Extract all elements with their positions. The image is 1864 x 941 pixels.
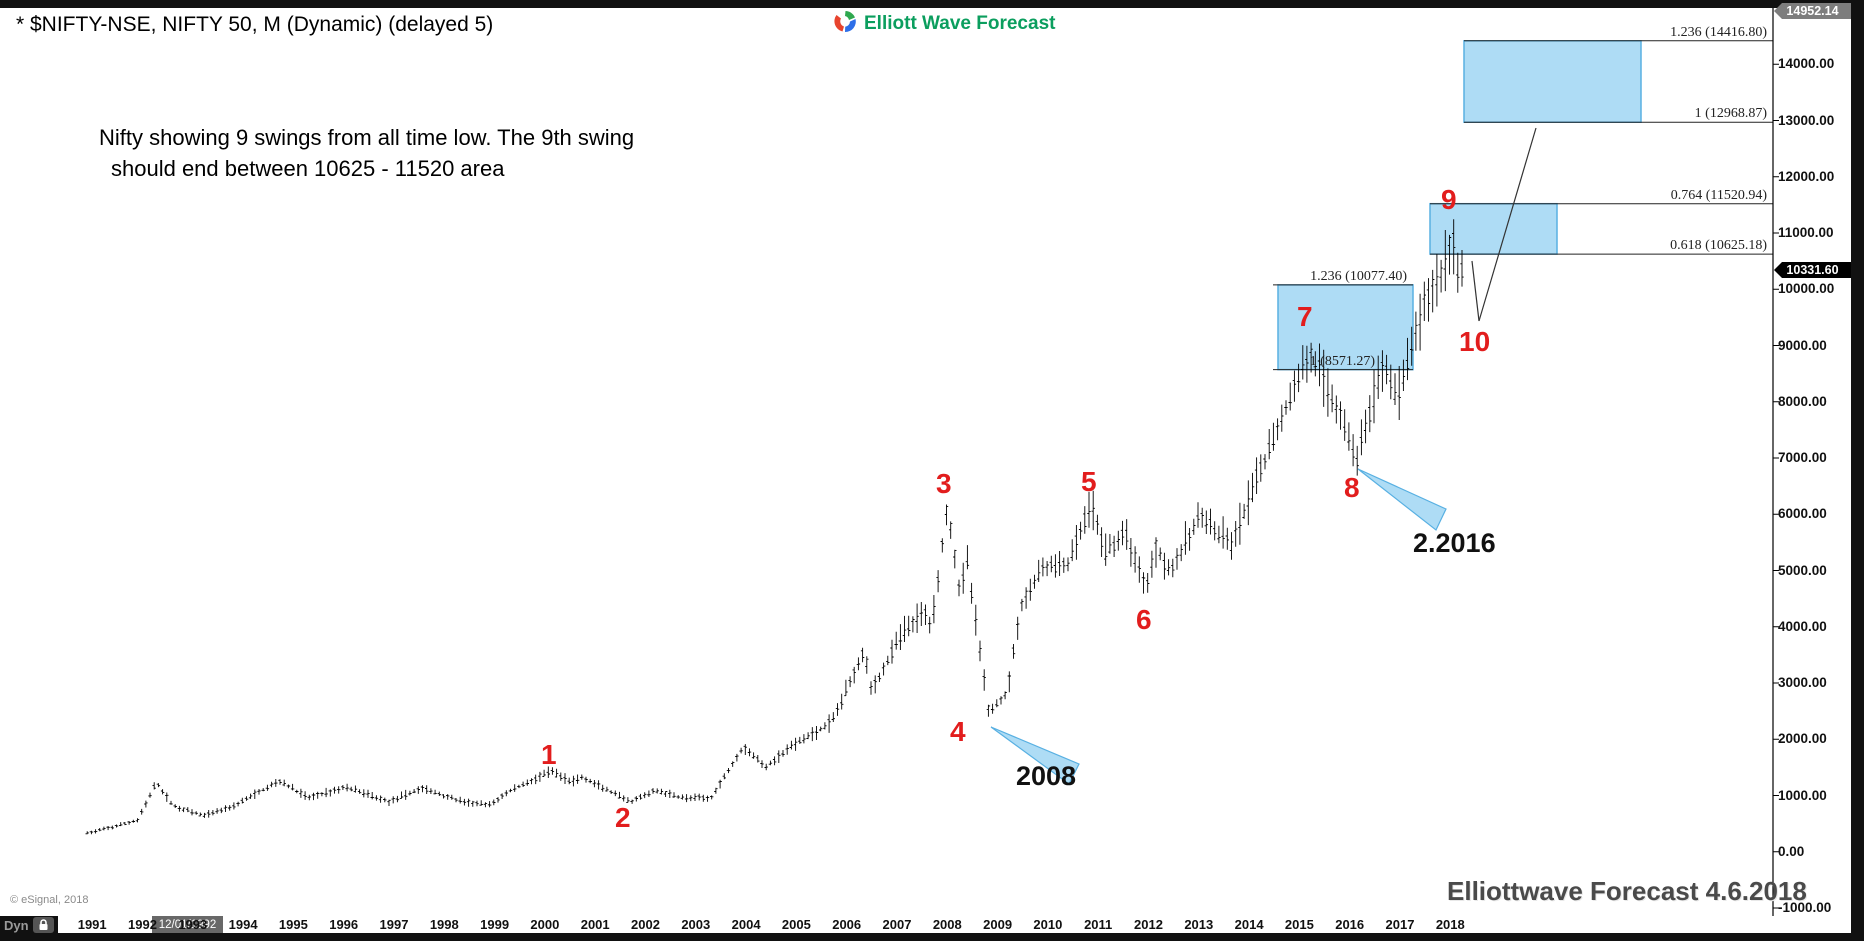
price-label-2000: 2000.00 (1778, 731, 1827, 747)
fib-label-2: 0.764 (11520.94) (1670, 187, 1767, 203)
swing-label-1: 1 (541, 739, 557, 770)
year-label-2017: 2017 (1385, 917, 1415, 932)
upper-target-box (1463, 40, 1642, 124)
event-label-2008: 2008 (1016, 761, 1077, 791)
symbol-title: * $NIFTY-NSE, NIFTY 50, M (Dynamic) (del… (16, 13, 494, 36)
price-label--1000: -1000.00 (1778, 900, 1832, 915)
year-label-2004: 2004 (731, 917, 761, 932)
year-label-2001: 2001 (580, 917, 610, 932)
price-label-10000: 10000.00 (1778, 281, 1835, 297)
annotation-line-1: Nifty showing 9 swings from all time low… (99, 125, 635, 150)
padlock-icon[interactable] (33, 917, 54, 938)
year-label-2012: 2012 (1134, 917, 1163, 932)
year-label-2014: 2014 (1234, 917, 1264, 932)
year-label-1993: 1993 (178, 917, 208, 932)
ohlc-bars (85, 219, 1464, 835)
elliott-wave-forecast-logo: Elliott Wave Forecast (833, 9, 1055, 39)
triangle-2016 (1357, 468, 1447, 531)
year-label-1998: 1998 (429, 917, 459, 932)
year-label-2008: 2008 (932, 917, 962, 932)
logo-swirl-icon (833, 9, 858, 39)
logo-text: Elliott Wave Forecast (864, 13, 1056, 34)
swing-label-4: 4 (950, 716, 966, 747)
year-label-2018: 2018 (1435, 917, 1465, 932)
year-label-2010: 2010 (1033, 917, 1063, 932)
price-label-5000: 5000.00 (1778, 562, 1827, 578)
swing-label-8: 8 (1344, 472, 1360, 503)
swing-label-6: 6 (1136, 604, 1152, 635)
price-label-9000: 9000.00 (1778, 337, 1827, 353)
year-label-2015: 2015 (1284, 917, 1314, 932)
window-right-bar (1851, 0, 1864, 941)
esignal-copyright: © eSignal, 2018 (10, 894, 89, 906)
decline-to-10 (1471, 260, 1480, 322)
year-label-1992: 1992 (128, 917, 157, 932)
price-label-7000: 7000.00 (1778, 450, 1827, 465)
year-label-1991: 1991 (77, 917, 107, 932)
year-label-2009: 2009 (983, 917, 1013, 932)
year-label-2000: 2000 (530, 917, 560, 932)
year-label-2011: 2011 (1084, 917, 1113, 932)
year-label-2002: 2002 (631, 917, 660, 932)
triangle-2008 (990, 726, 1080, 785)
analysis-annotation: Nifty showing 9 swings from all time low… (99, 122, 634, 184)
swing-label-9: 9 (1441, 184, 1457, 215)
price-label-0: 0.00 (1778, 843, 1805, 859)
swing-label-2: 2 (615, 802, 631, 833)
time-axis-strip[interactable] (0, 916, 1851, 933)
price-label-11000: 11000.00 (1778, 225, 1834, 240)
axis-high-badge: 14952.14 (1774, 3, 1851, 19)
swing-label-7: 7 (1297, 301, 1313, 332)
fib-label-1: 1 (12968.87) (1694, 106, 1767, 122)
price-label-1000: 1000.00 (1778, 787, 1827, 803)
dyn-mode-button[interactable]: Dyn (4, 918, 29, 933)
ninth-swing-box (1429, 202, 1558, 255)
fib-label-3: 0.618 (10625.18) (1670, 238, 1767, 254)
fib-label-0: 1.236 (14416.80) (1670, 24, 1767, 40)
price-label-3000: 3000.00 (1778, 675, 1827, 690)
rally-to-target (1478, 127, 1537, 322)
forecast-watermark: Elliottwave Forecast 4.6.2018 (1447, 876, 1807, 906)
year-label-2016: 2016 (1335, 917, 1365, 932)
window-bottom-bar (0, 933, 1864, 941)
price-label-13000: 13000.00 (1778, 112, 1835, 128)
event-label-2.2016: 2.2016 (1413, 528, 1496, 558)
date-cursor-box: 12/01/1992 (152, 916, 223, 933)
price-label-8000: 8000.00 (1778, 393, 1827, 409)
year-label-2005: 2005 (781, 917, 811, 932)
year-label-2013: 2013 (1184, 917, 1214, 932)
price-label-4000: 4000.00 (1778, 618, 1827, 634)
year-label-2006: 2006 (832, 917, 862, 932)
year-label-2003: 2003 (681, 917, 711, 932)
window-top-bar (0, 0, 1864, 8)
price-label-6000: 6000.00 (1778, 506, 1827, 522)
price-label-14000: 14000.00 (1778, 56, 1835, 72)
year-label-2007: 2007 (882, 917, 912, 932)
year-label-1997: 1997 (379, 917, 409, 932)
fib-label-5: 1 (8571.27) (1309, 353, 1375, 369)
year-label-1995: 1995 (278, 917, 308, 932)
year-label-1999: 1999 (480, 917, 510, 932)
swing-label-5: 5 (1081, 466, 1097, 497)
last-price-badge: 10331.60 (1774, 262, 1851, 278)
swing-label-10: 10 (1459, 326, 1491, 357)
annotation-line-2: should end between 10625 - 11520 area (111, 156, 505, 181)
fib-label-4: 1.236 (10077.40) (1310, 268, 1407, 284)
year-label-1996: 1996 (329, 917, 359, 932)
swing-label-3: 3 (936, 468, 952, 499)
year-label-1994: 1994 (228, 917, 258, 932)
price-label-12000: 12000.00 (1778, 168, 1835, 184)
